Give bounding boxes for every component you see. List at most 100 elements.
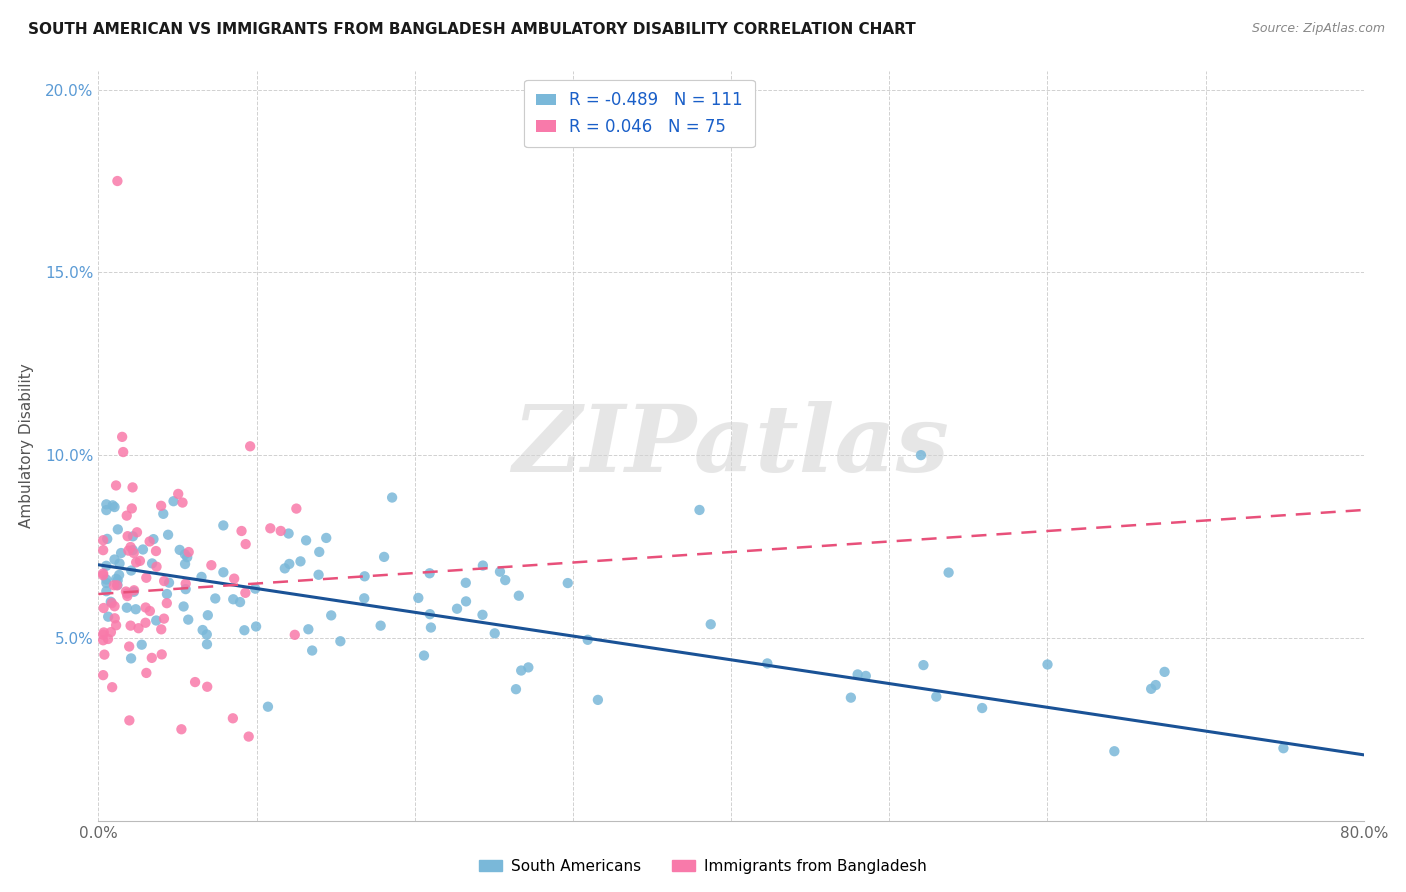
Point [100,595,122,609]
Point [153,612,176,626]
Point [122,584,145,599]
Point [308,545,330,559]
Point [419,566,441,581]
Point [112,445,135,459]
Point [120,651,142,665]
Point [173,599,195,614]
Point [517,660,540,674]
Point [169,542,191,557]
Point [454,575,477,590]
Point [353,591,375,606]
Point [494,573,516,587]
Point [172,495,194,509]
Point [224,572,246,586]
Point [108,568,131,582]
Point [103,552,125,566]
Y-axis label: Ambulatory Disability: Ambulatory Disability [20,364,34,528]
Point [103,578,125,592]
Point [152,507,174,521]
Point [174,576,197,591]
Point [107,174,129,188]
Point [125,602,148,616]
Point [115,600,138,615]
Point [117,589,139,603]
Point [329,634,352,648]
Point [1104,744,1126,758]
Point [419,607,441,622]
Point [557,576,579,591]
Point [176,550,198,565]
Point [1144,678,1167,692]
Point [195,627,218,641]
Point [105,478,128,492]
Point [134,615,156,630]
Point [508,589,530,603]
Point [471,558,494,573]
Point [315,531,337,545]
Point [510,664,533,678]
Point [145,544,167,558]
Point [120,618,142,632]
Point [290,554,312,568]
Point [195,680,218,694]
Point [150,648,173,662]
Point [925,690,948,704]
Legend: South Americans, Immigrants from Bangladesh: South Americans, Immigrants from Banglad… [472,853,934,880]
Point [1036,657,1059,672]
Point [120,540,142,554]
Point [197,608,219,623]
Point [229,595,252,609]
Point [321,608,343,623]
Point [284,628,307,642]
Point [308,567,330,582]
Point [353,569,375,583]
Point [270,524,292,538]
Point [278,557,301,571]
Point [277,526,299,541]
Point [238,730,260,744]
Point [107,574,129,588]
Point [111,430,134,444]
Point [245,619,267,633]
Point [910,448,932,462]
Point [100,596,122,610]
Point [381,491,404,505]
Text: SOUTH AMERICAN VS IMMIGRANTS FROM BANGLADESH AMBULATORY DISABILITY CORRELATION C: SOUTH AMERICAN VS IMMIGRANTS FROM BANGLA… [28,22,915,37]
Point [150,623,173,637]
Point [118,640,141,654]
Point [117,529,139,543]
Point [91,566,114,581]
Point [100,625,122,640]
Point [122,546,145,560]
Point [91,633,114,648]
Point [120,564,142,578]
Point [105,578,128,592]
Point [1272,741,1295,756]
Point [505,682,527,697]
Point [132,542,155,557]
Point [139,604,162,618]
Point [688,503,710,517]
Point [1140,681,1163,696]
Point [200,558,222,573]
Point [101,680,124,694]
Point [125,525,148,540]
Point [699,617,721,632]
Point [586,693,609,707]
Point [96,497,118,511]
Point [222,592,245,607]
Point [93,648,115,662]
Point [153,574,176,588]
Point [96,573,118,587]
Point [174,557,197,571]
Point [259,521,281,535]
Point [156,587,179,601]
Point [177,545,200,559]
Point [135,600,157,615]
Point [115,586,138,600]
Point [156,596,179,610]
Point [141,557,163,571]
Point [101,499,124,513]
Point [301,643,323,657]
Point [938,566,960,580]
